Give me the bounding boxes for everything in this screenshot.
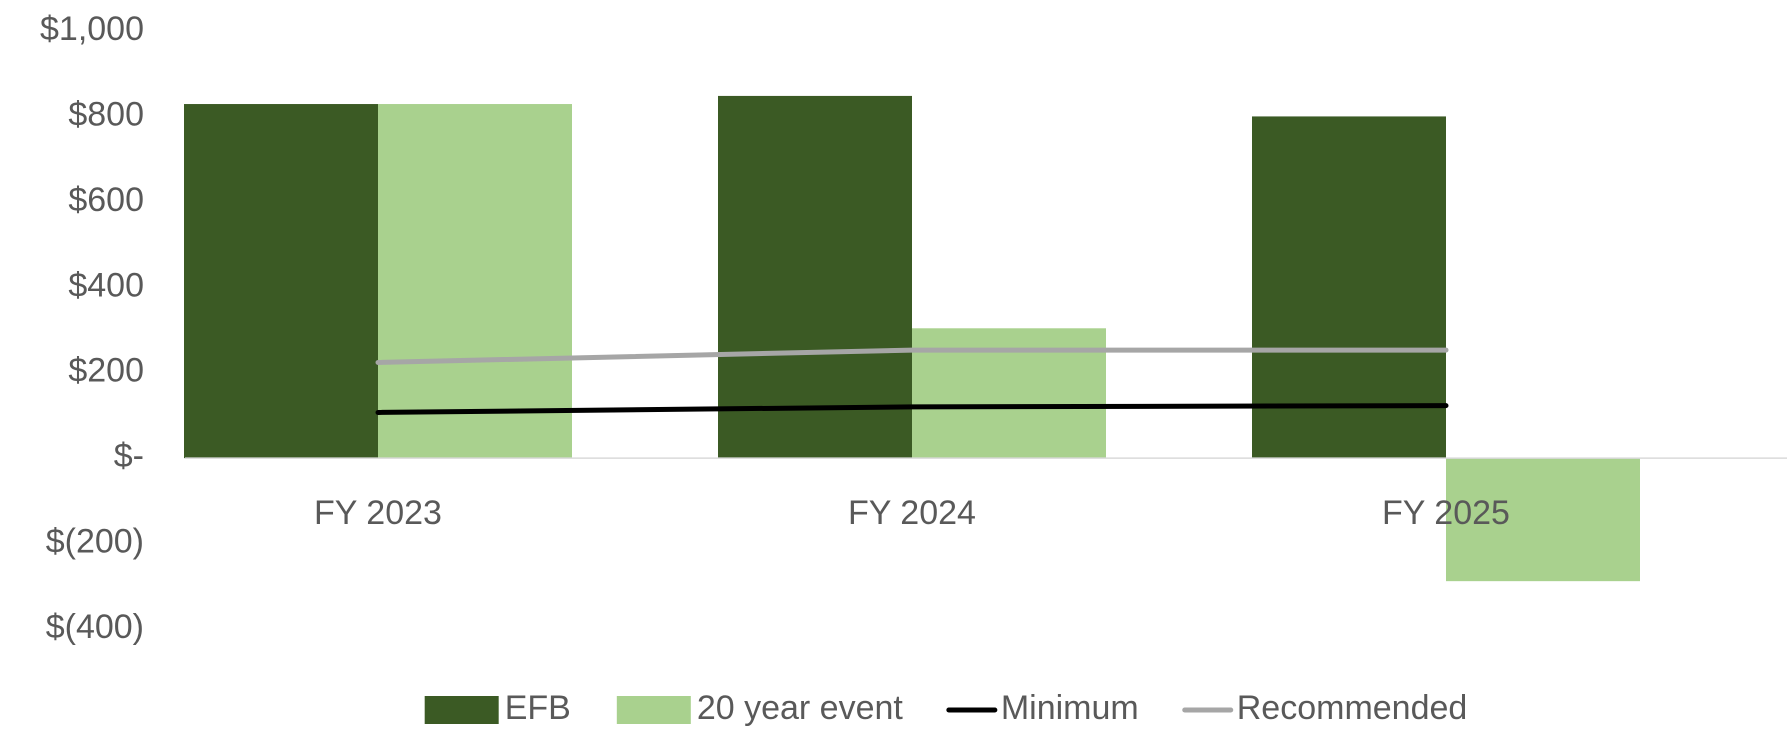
legend-label: EFB: [505, 689, 571, 727]
legend-label: Recommended: [1237, 689, 1468, 727]
x-tick-label: FY 2024: [848, 494, 976, 532]
bar: [184, 104, 378, 459]
bar: [1252, 116, 1446, 459]
line-series: [375, 347, 1449, 365]
line-series: [375, 403, 1449, 415]
y-tick-label: $200: [68, 352, 144, 390]
bar: [1446, 458, 1640, 582]
y-tick-label: $(200): [46, 523, 144, 561]
y-tick-label: $(400): [46, 608, 144, 646]
y-tick-label: $800: [68, 95, 144, 133]
y-tick-label: $600: [68, 181, 144, 219]
x-tick-label: FY 2025: [1382, 494, 1510, 532]
y-tick-label: $-: [114, 437, 144, 475]
bar: [378, 104, 572, 459]
legend-swatch: [424, 696, 499, 724]
legend-label: 20 year event: [697, 689, 904, 727]
legend-label: Minimum: [1001, 689, 1139, 727]
bar: [718, 95, 912, 459]
y-tick-label: $1,000: [40, 10, 144, 48]
legend-swatch: [616, 696, 691, 724]
x-tick-label: FY 2023: [314, 494, 442, 532]
y-tick-label: $400: [68, 266, 144, 304]
